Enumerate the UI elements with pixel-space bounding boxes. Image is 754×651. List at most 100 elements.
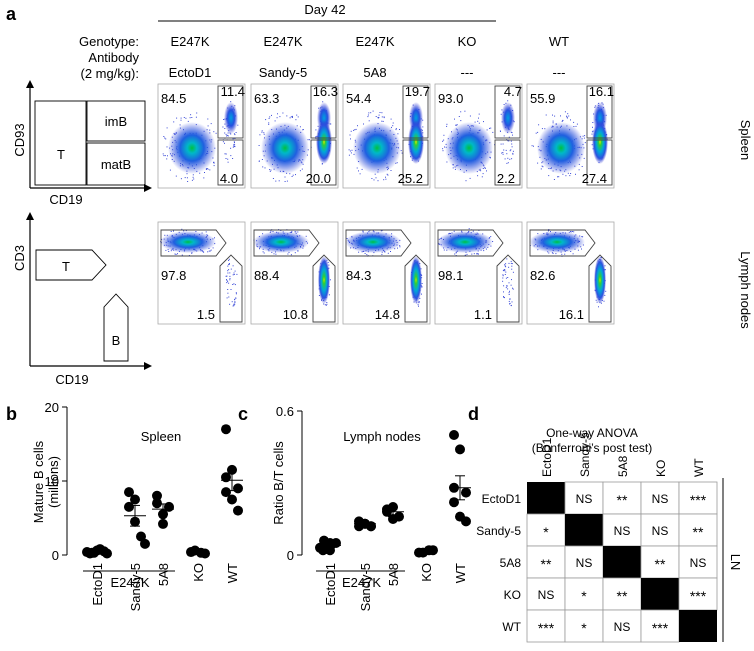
- flow-event: [455, 124, 457, 126]
- genotype-4: WT: [549, 34, 569, 49]
- flow-event: [510, 260, 512, 262]
- flow-event: [233, 144, 235, 146]
- freq-matb: 20.0: [306, 171, 331, 186]
- flow-event: [359, 173, 361, 175]
- category-label: 5A8: [386, 563, 401, 586]
- flow-event: [234, 298, 236, 300]
- anova-cell-value: NS: [690, 556, 707, 570]
- flow-event: [443, 139, 445, 141]
- data-point: [102, 548, 112, 559]
- gate-matb: [494, 139, 521, 186]
- anova-cell: [678, 577, 718, 611]
- flow-event: [270, 230, 272, 232]
- anova-subtitle: (Bonferroni’s post test): [532, 441, 653, 455]
- flow-event: [547, 230, 549, 232]
- flow-event: [263, 132, 265, 134]
- flow-event: [292, 115, 293, 117]
- gate-matb: [402, 139, 429, 186]
- data-point: [158, 518, 168, 529]
- freq-b-ln: 16.1: [559, 307, 584, 322]
- flow-event: [185, 230, 187, 232]
- flow-event: [387, 252, 389, 254]
- anova-cell-value: **: [693, 524, 704, 540]
- flow-event: [166, 146, 168, 148]
- flow-event: [349, 134, 351, 136]
- flow-event: [484, 167, 486, 169]
- t-cell-population: [537, 122, 585, 174]
- data-point: [227, 494, 237, 505]
- antibody-label: Antibody: [88, 50, 139, 65]
- flow-event: [233, 143, 235, 145]
- flow-event: [224, 153, 226, 155]
- flow-event: [512, 271, 514, 273]
- flow-event: [234, 138, 236, 139]
- flow-event: [503, 296, 505, 298]
- genotype-0: E247K: [170, 34, 209, 49]
- flow-event: [296, 114, 298, 116]
- flow-event: [570, 119, 571, 121]
- flow-plot-spleen-4: 55.9 16.1 27.4: [526, 83, 615, 189]
- flow-event: [381, 120, 383, 122]
- data-point: [152, 490, 162, 501]
- flow-event: [170, 231, 172, 232]
- data-point: [382, 504, 392, 515]
- flow-event: [478, 117, 479, 119]
- anova-diagonal-cell: [527, 482, 565, 514]
- flow-event: [575, 173, 576, 175]
- flow-event: [511, 143, 513, 145]
- flow-event: [227, 135, 229, 137]
- flow-event: [510, 305, 512, 307]
- flow-event: [232, 158, 234, 159]
- y-axis-label: Mature B cells: [31, 440, 46, 523]
- flow-event: [505, 263, 507, 265]
- freq-imb: 16.1: [589, 84, 614, 99]
- anova-cell-value: *: [581, 620, 587, 636]
- flow-event: [328, 264, 330, 266]
- gate-imb: [494, 85, 521, 139]
- chart-c: 0 0.6 Lymph nodes Ratio B/T cells EctoD1 Sand…: [271, 404, 471, 611]
- data-point: [455, 444, 465, 455]
- category-label: EctoD1: [90, 563, 105, 606]
- flow-event: [400, 150, 402, 152]
- flow-event: [503, 104, 505, 105]
- flow-event: [292, 174, 294, 176]
- flow-event: [168, 251, 170, 252]
- anova-col-label: KO: [654, 460, 668, 477]
- data-point: [461, 516, 471, 527]
- flow-event: [507, 140, 509, 142]
- flow-event: [500, 143, 502, 145]
- flow-event: [268, 123, 270, 125]
- gate-t-ln-label: T: [62, 259, 70, 274]
- flow-event: [507, 100, 509, 102]
- flow-event: [235, 132, 237, 133]
- flow-event: [503, 135, 505, 137]
- anova-cell: [602, 513, 642, 547]
- freq-imb: 11.4: [221, 84, 245, 99]
- anova-cell-value: ***: [538, 620, 555, 636]
- flow-event: [581, 236, 583, 238]
- flow-event: [506, 285, 508, 287]
- group-headers: E247K EctoD1 E247K Sandy-5 E247K 5A8 KO --- WT --…: [169, 34, 569, 80]
- flow-event: [417, 304, 419, 306]
- flow-event: [229, 278, 231, 280]
- flow-event: [372, 110, 374, 112]
- row-label-spleen: Spleen: [738, 120, 753, 160]
- gate-b-ln-label: B: [112, 333, 121, 348]
- flow-event: [291, 230, 293, 232]
- anova-cell: [640, 609, 680, 643]
- flow-event: [512, 152, 514, 154]
- flow-event: [555, 253, 557, 255]
- flow-event: [227, 270, 229, 272]
- flow-event: [446, 125, 448, 127]
- anova-title: One-way ANOVA: [546, 426, 638, 440]
- flow-event: [569, 175, 571, 177]
- anova-cell-value: ***: [690, 492, 707, 508]
- flow-event: [301, 168, 303, 170]
- flow-event: [552, 252, 554, 254]
- flow-event: [350, 152, 352, 154]
- category-label: KO: [419, 563, 434, 582]
- anova-cell-value: NS: [538, 588, 555, 602]
- flow-event: [229, 279, 231, 281]
- flow-event: [233, 141, 235, 143]
- panel-label-d: d: [468, 404, 479, 424]
